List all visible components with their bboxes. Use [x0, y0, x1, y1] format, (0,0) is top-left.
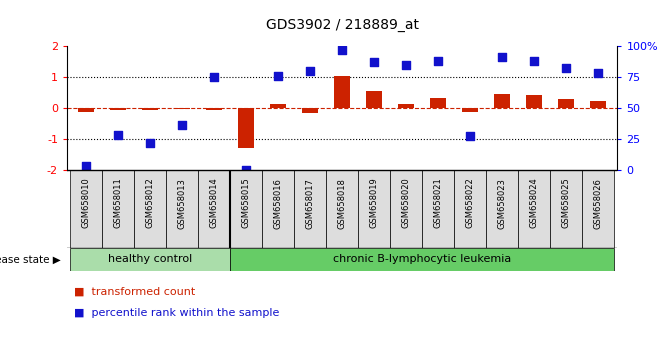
Text: GSM658019: GSM658019	[370, 178, 378, 228]
Text: GSM658017: GSM658017	[306, 178, 315, 229]
Text: GSM658018: GSM658018	[338, 178, 347, 229]
Point	[209, 74, 219, 80]
Text: GSM658013: GSM658013	[178, 178, 187, 229]
Bar	[134, 170, 166, 248]
Text: GSM658014: GSM658014	[210, 178, 219, 228]
Bar	[174, 108, 191, 109]
Text: GSM658020: GSM658020	[402, 178, 411, 228]
Text: GSM658011: GSM658011	[114, 178, 123, 228]
Bar	[262, 170, 294, 248]
Point	[177, 122, 188, 128]
Bar	[494, 94, 510, 108]
Bar	[590, 101, 606, 108]
Bar	[526, 95, 542, 108]
Bar	[366, 91, 382, 108]
Bar	[391, 170, 422, 248]
Text: GSM658022: GSM658022	[466, 178, 474, 228]
Bar	[102, 170, 134, 248]
Bar	[166, 170, 198, 248]
Text: GSM658021: GSM658021	[433, 178, 443, 228]
Bar	[110, 108, 126, 109]
Bar	[70, 170, 102, 248]
Text: GDS3902 / 218889_at: GDS3902 / 218889_at	[266, 18, 419, 32]
Text: ■  percentile rank within the sample: ■ percentile rank within the sample	[74, 308, 279, 318]
Text: GSM658025: GSM658025	[562, 178, 570, 228]
Bar	[582, 170, 614, 248]
Point	[497, 54, 507, 60]
Bar	[358, 170, 391, 248]
Bar	[454, 170, 486, 248]
Point	[81, 163, 92, 169]
Point	[369, 59, 380, 65]
Bar	[79, 108, 95, 112]
Text: ■  transformed count: ■ transformed count	[74, 287, 195, 297]
Text: healthy control: healthy control	[108, 254, 193, 264]
Text: GSM658023: GSM658023	[498, 178, 507, 229]
Bar	[230, 248, 614, 271]
Bar	[462, 108, 478, 112]
Bar	[398, 104, 414, 108]
Point	[561, 65, 572, 71]
Point	[241, 167, 252, 173]
Bar	[206, 108, 222, 109]
Bar	[230, 170, 262, 248]
Point	[305, 68, 315, 74]
Text: GSM658026: GSM658026	[594, 178, 603, 229]
Text: GSM658012: GSM658012	[146, 178, 155, 228]
Bar	[302, 108, 318, 113]
Bar	[326, 170, 358, 248]
Bar	[334, 76, 350, 108]
Text: GSM658016: GSM658016	[274, 178, 282, 229]
Bar	[422, 170, 454, 248]
Point	[529, 58, 539, 64]
Point	[113, 132, 123, 138]
Point	[465, 133, 476, 139]
Bar	[70, 248, 230, 271]
Text: GSM658024: GSM658024	[529, 178, 539, 228]
Bar	[294, 170, 326, 248]
Bar	[558, 99, 574, 108]
Point	[592, 70, 603, 76]
Point	[337, 47, 348, 52]
Bar	[430, 98, 446, 108]
Bar	[142, 108, 158, 109]
Text: chronic B-lymphocytic leukemia: chronic B-lymphocytic leukemia	[333, 254, 511, 264]
Point	[433, 58, 444, 64]
Point	[273, 73, 284, 79]
Bar	[486, 170, 518, 248]
Text: disease state ▶: disease state ▶	[0, 254, 60, 264]
Bar	[518, 170, 550, 248]
Text: GSM658015: GSM658015	[242, 178, 251, 228]
Bar	[270, 104, 287, 108]
Point	[145, 140, 156, 145]
Bar	[198, 170, 230, 248]
Bar	[238, 108, 254, 148]
Point	[401, 62, 411, 67]
Bar	[550, 170, 582, 248]
Text: GSM658010: GSM658010	[82, 178, 91, 228]
